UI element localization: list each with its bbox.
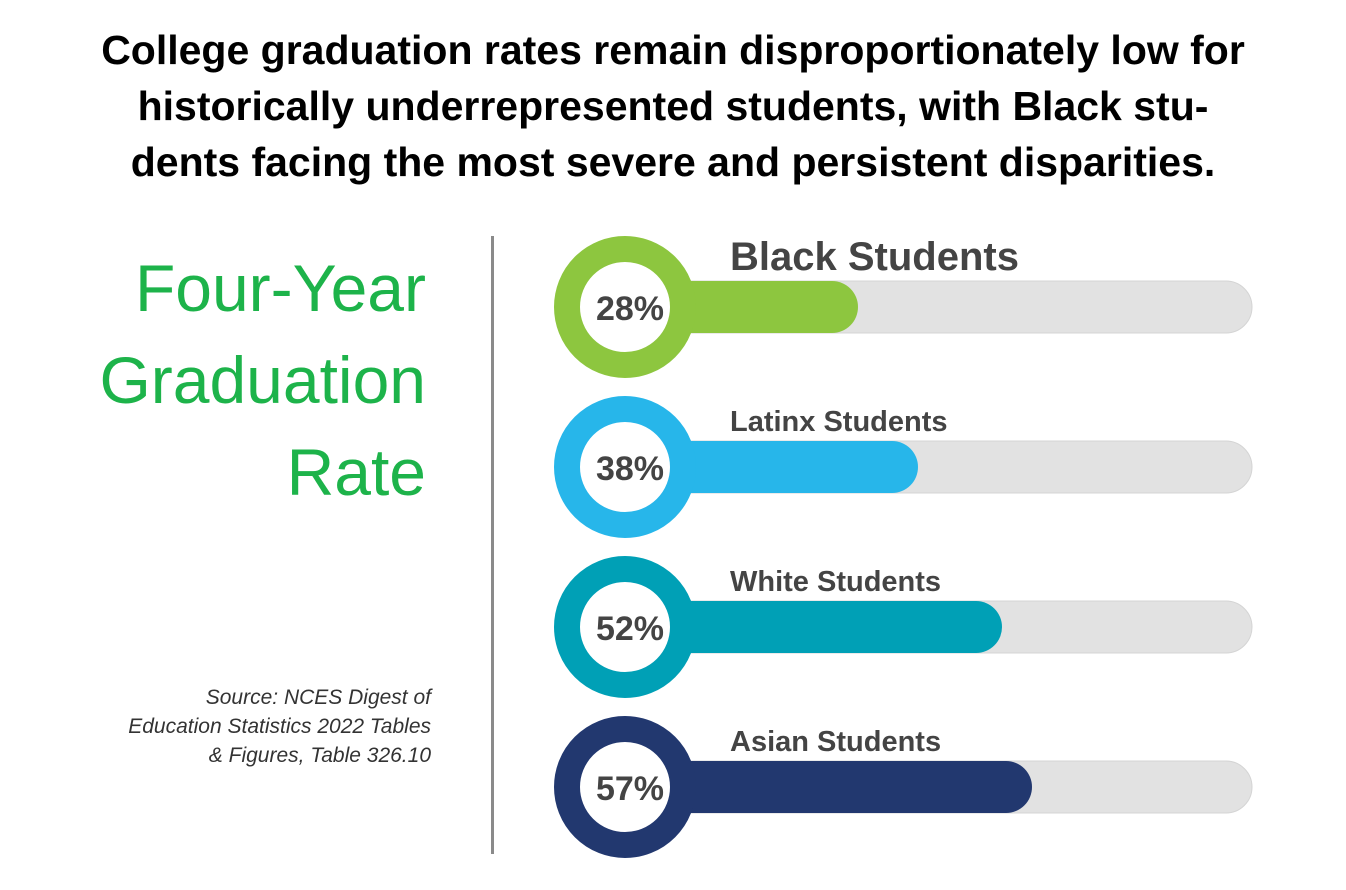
divider bbox=[491, 236, 494, 854]
value-ring bbox=[554, 236, 696, 378]
source-note: Source: NCES Digest of Education Statist… bbox=[128, 683, 431, 770]
chart-title-line: Four-Year bbox=[134, 251, 426, 325]
headline: College graduation rates remain dispropo… bbox=[0, 22, 1346, 190]
value-label: 28% bbox=[596, 290, 664, 328]
headline-line: College graduation rates remain dispropo… bbox=[101, 27, 1245, 73]
chart-title: Four-Year Graduation Rate bbox=[99, 242, 426, 518]
bar-fill bbox=[625, 601, 1002, 653]
chart-title-line: Graduation bbox=[99, 343, 426, 417]
headline-line: historically underrepresented students, … bbox=[137, 83, 1209, 129]
headline-line: dents facing the most severe and persist… bbox=[130, 139, 1216, 185]
source-line: Source: NCES Digest of bbox=[205, 686, 431, 709]
value-label: 52% bbox=[596, 610, 664, 648]
source-line: Education Statistics 2022 Tables bbox=[128, 715, 431, 738]
category-label: Asian Students bbox=[730, 726, 941, 758]
value-label: 57% bbox=[596, 770, 664, 808]
category-label: Black Students bbox=[730, 235, 1019, 279]
bar-fill bbox=[625, 441, 918, 493]
bar-fill bbox=[625, 761, 1032, 813]
source-line: & Figures, Table 326.10 bbox=[208, 744, 431, 767]
value-ring bbox=[554, 556, 696, 698]
value-ring bbox=[554, 716, 696, 858]
category-label: White Students bbox=[730, 566, 941, 598]
value-label: 38% bbox=[596, 450, 664, 488]
value-ring bbox=[554, 396, 696, 538]
chart-title-line: Rate bbox=[286, 435, 426, 509]
category-label: Latinx Students bbox=[730, 406, 948, 438]
